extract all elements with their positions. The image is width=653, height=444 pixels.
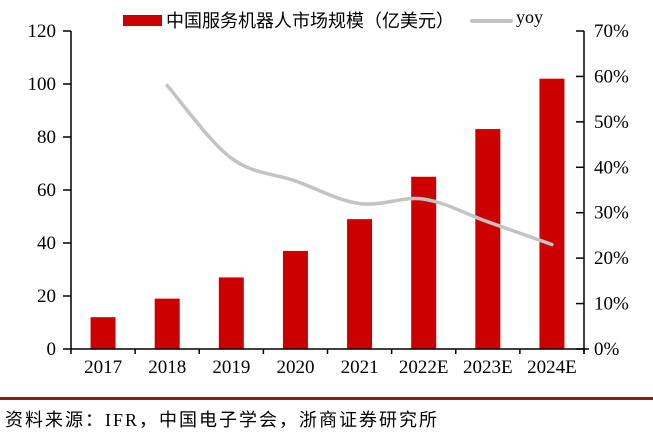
- bar-2019: [218, 277, 244, 349]
- x-axis-category-label: 2020: [276, 357, 314, 378]
- bar-line-chart: 0 20 40 60 80 100 120 0% 10% 20% 30% 40% 50% 60% 70% 20…: [28, 21, 630, 378]
- right-axis-tick-label: 10%: [594, 294, 629, 315]
- left-axis-tick-label: 0: [47, 339, 57, 360]
- right-axis-tick-label: 0%: [594, 339, 620, 360]
- left-axis-tick-label: 80: [37, 127, 56, 148]
- legend-bar-label: 中国服务机器人市场规模（亿美元）: [166, 11, 454, 31]
- right-axis-tick-label: 70%: [594, 21, 629, 42]
- x-axis-category-label: 2023E: [463, 357, 513, 378]
- right-axis-tick-label: 20%: [594, 248, 629, 269]
- left-axis-tick-label: 100: [28, 74, 57, 95]
- x-axis-category-label: 2022E: [399, 357, 449, 378]
- legend-bar-swatch-icon: [123, 15, 162, 26]
- x-axis-category-label: 2024E: [527, 357, 577, 378]
- bar-2022E: [411, 176, 437, 349]
- x-axis-category-label: 2021: [341, 357, 379, 378]
- bar-2020: [282, 250, 308, 349]
- bar-2023E: [475, 129, 501, 349]
- left-axis-tick-label: 20: [37, 286, 56, 307]
- right-axis-tick-label: 60%: [594, 66, 629, 87]
- chart-canvas: 0 20 40 60 80 100 120 0% 10% 20% 30% 40% 50% 60% 70% 20…: [28, 21, 630, 378]
- right-axis-tick-label: 30%: [594, 203, 629, 224]
- left-axis-tick-label: 60: [37, 180, 56, 201]
- left-axis-tick-label: 40: [37, 233, 56, 254]
- chart-legend: 中国服务机器人市场规模（亿美元） yoy: [0, 0, 653, 34]
- left-axis-tick-label: 120: [28, 21, 57, 42]
- bar-2024E: [539, 78, 565, 349]
- yoy-line: [165, 83, 554, 247]
- footer-divider: [0, 397, 653, 400]
- legend-line-swatch-icon: [470, 19, 513, 23]
- right-axis-tick-label: 40%: [594, 157, 629, 178]
- legend-line-label: yoy: [516, 7, 543, 27]
- right-axis-tick-label: 50%: [594, 112, 629, 133]
- source-note: 资料来源：IFR，中国电子学会，浙商证券研究所: [5, 410, 440, 430]
- bar-2017: [90, 317, 116, 349]
- bar-2018: [154, 298, 180, 349]
- x-axis-category-label: 2017: [84, 357, 122, 378]
- bar-2021: [347, 219, 373, 349]
- x-axis-category-label: 2019: [212, 357, 250, 378]
- x-axis-category-label: 2018: [148, 357, 186, 378]
